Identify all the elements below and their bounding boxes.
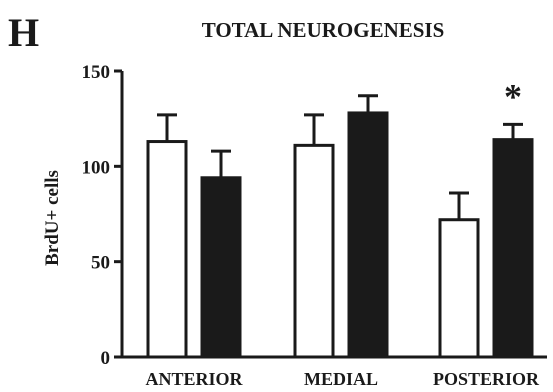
x-tick-label: POSTERIOR	[433, 369, 540, 389]
y-tick-label: 100	[82, 157, 111, 178]
chart-title: TOTAL NEUROGENESIS	[202, 18, 445, 42]
y-tick-label: 0	[101, 348, 111, 369]
bar-posterior-series-2	[492, 138, 534, 359]
panel-label: H	[8, 10, 39, 55]
bar-medial-series-2	[347, 111, 389, 359]
bar-posterior-series-1	[438, 218, 480, 359]
y-tick-label: 50	[91, 253, 110, 274]
bar-medial-series-1	[293, 143, 335, 359]
bar-anterior-series-1	[146, 140, 188, 359]
x-tick-label: ANTERIOR	[145, 369, 243, 389]
x-tick-label: MEDIAL	[304, 369, 378, 389]
y-tick-label: 150	[82, 62, 111, 83]
significance-marker: *	[504, 76, 522, 116]
bar-anterior-series-2	[200, 176, 242, 359]
y-axis-label: BrdU+ cells	[42, 170, 63, 266]
